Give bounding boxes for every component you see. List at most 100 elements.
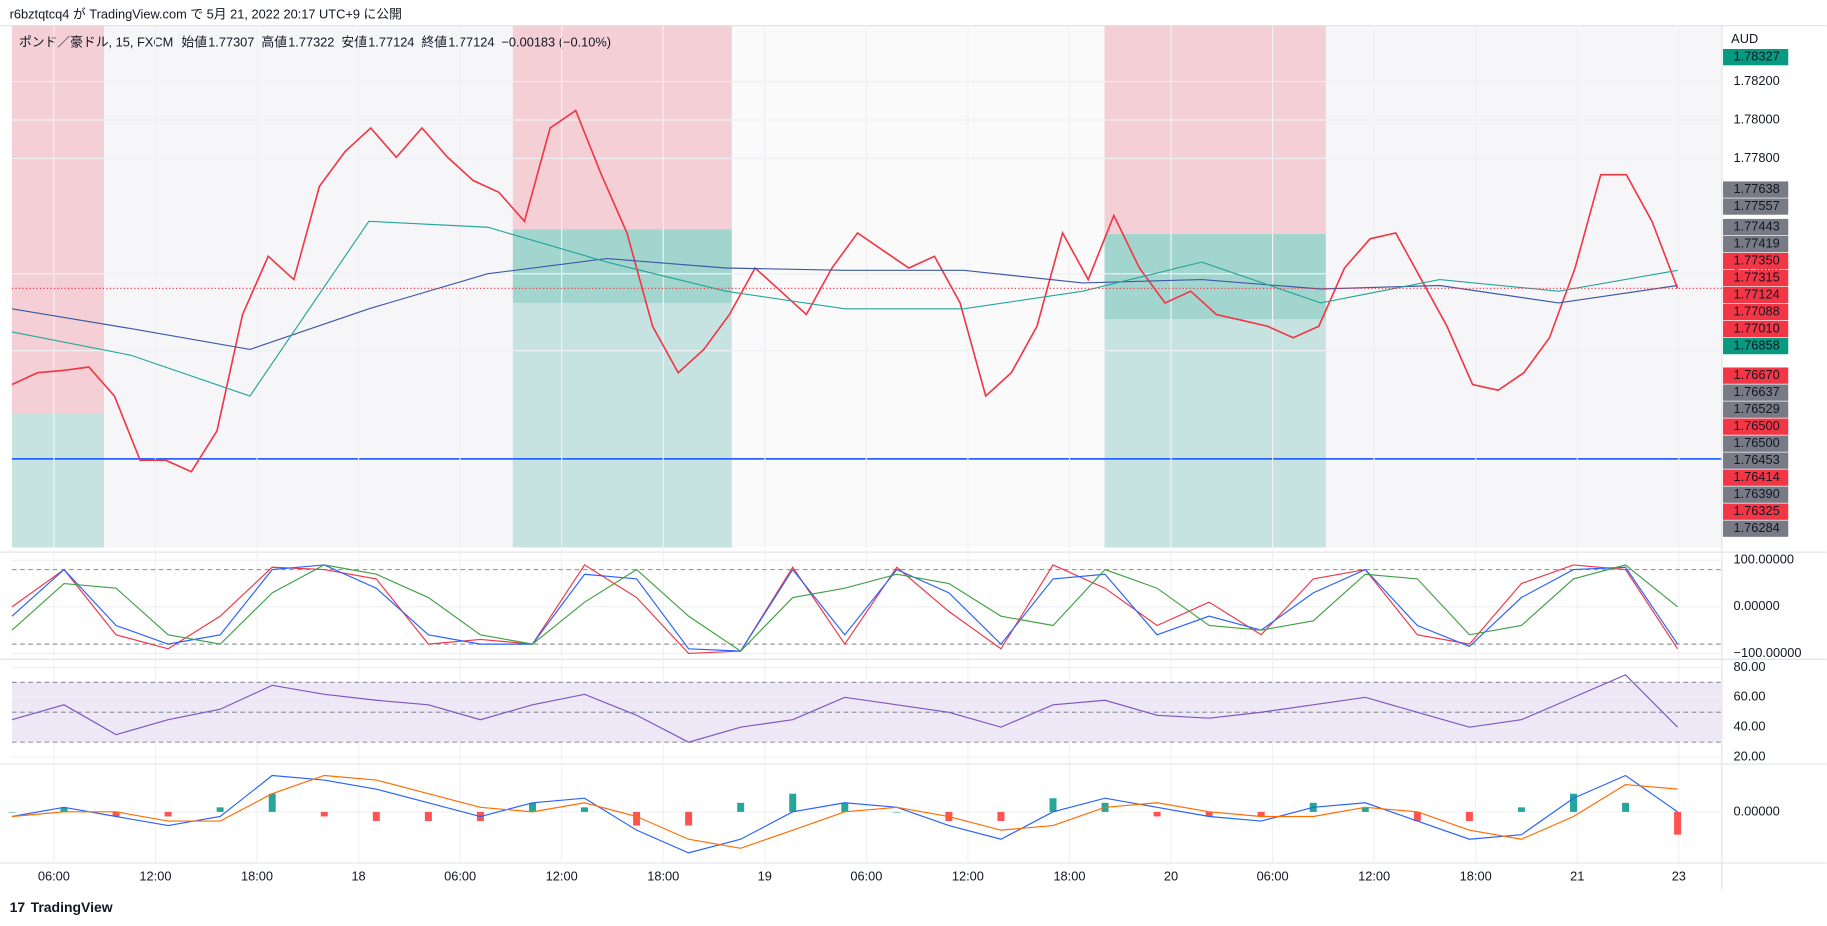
y-tick-label: 80.00 xyxy=(1734,659,1766,674)
series-line xyxy=(11,674,1679,743)
price-badge-label: 1.76325 xyxy=(1734,503,1780,518)
y-tick-label: 1.78000 xyxy=(1734,111,1780,126)
x-tick-label: 19 xyxy=(758,868,772,883)
x-tick-label: 06:00 xyxy=(1257,868,1289,883)
histogram-bar xyxy=(1622,802,1630,812)
stop-zone xyxy=(1104,25,1326,235)
y-tick-label: −100.00000 xyxy=(1734,645,1802,660)
series-line xyxy=(11,564,1678,652)
price-badge xyxy=(1723,418,1789,435)
target-zone xyxy=(11,413,104,548)
histogram-bar xyxy=(581,807,589,812)
session-bg xyxy=(731,25,1105,548)
histogram-bar xyxy=(737,802,745,812)
y-tick-label: 60.00 xyxy=(1734,689,1766,704)
histogram-bar xyxy=(112,811,120,817)
legend-text: −0.00183 (−0.10%) xyxy=(501,34,611,49)
histogram-bar xyxy=(424,811,432,822)
histogram-bar xyxy=(1205,811,1213,817)
histogram-bar xyxy=(8,811,16,813)
price-badge xyxy=(1723,452,1789,469)
price-badge-label: 1.76637 xyxy=(1734,384,1780,399)
x-tick-label: 18:00 xyxy=(647,868,679,883)
price-badge xyxy=(1723,303,1789,321)
histogram-bar xyxy=(893,811,901,813)
series-line xyxy=(11,774,1678,854)
target-zone xyxy=(512,302,732,548)
price-badge xyxy=(1723,435,1789,452)
price-badge-label: 1.76500 xyxy=(1734,418,1780,433)
price-badge-label: 1.78327 xyxy=(1734,49,1780,64)
band xyxy=(11,682,1722,743)
y-tick-label: 20.00 xyxy=(1734,748,1766,763)
x-tick-label: 18 xyxy=(351,868,365,883)
target-zone xyxy=(1104,234,1326,320)
price-badge xyxy=(1723,384,1789,401)
legend-text: 高値 xyxy=(261,34,287,49)
legend-text: 1.77322 xyxy=(288,34,334,49)
histogram-bar xyxy=(633,811,641,826)
y-tick-label: 1.77800 xyxy=(1734,150,1780,165)
histogram-bar xyxy=(1049,798,1057,812)
legend-text: 安値 xyxy=(341,34,367,49)
legend-text: 1.77307 xyxy=(208,34,254,49)
stop-zone xyxy=(11,25,104,414)
price-badge-label: 1.76453 xyxy=(1734,452,1780,467)
currency: AUD xyxy=(1731,31,1758,46)
histogram-bar xyxy=(789,793,797,812)
x-tick-label: 06:00 xyxy=(444,868,476,883)
histogram-bar xyxy=(1569,793,1577,812)
histogram-bar xyxy=(685,811,693,826)
price-badge-label: 1.77315 xyxy=(1734,269,1780,284)
price-badge xyxy=(1723,367,1789,384)
price-badge xyxy=(1723,401,1789,418)
y-tick-label: 100.00000 xyxy=(1734,552,1795,567)
histogram-bar xyxy=(216,807,224,812)
price-badge xyxy=(1723,286,1789,304)
brand-logo: 17 xyxy=(10,899,26,915)
price-badge-label: 1.77443 xyxy=(1734,218,1780,233)
price-badge xyxy=(1723,252,1789,270)
price-badge xyxy=(1723,337,1789,355)
price-badge xyxy=(1723,218,1789,236)
histogram-bar xyxy=(1257,811,1265,817)
stop-zone xyxy=(512,25,732,230)
x-tick-label: 12:00 xyxy=(952,868,984,883)
x-tick-label: 18:00 xyxy=(1460,868,1492,883)
price-badge-label: 1.77010 xyxy=(1734,320,1780,335)
price-badge xyxy=(1723,520,1789,537)
price-badge-label: 1.76670 xyxy=(1734,367,1780,382)
legend-text: ポンド／豪ドル, 15, FXCM xyxy=(19,34,173,49)
x-tick-label: 21 xyxy=(1570,868,1584,883)
histogram-bar xyxy=(528,802,536,812)
publisher: r6bztqtcq4 が TradingView.com で 5月 21, 20… xyxy=(10,7,402,22)
price-badge-label: 1.77088 xyxy=(1734,303,1780,318)
price-badge xyxy=(1723,181,1789,198)
price-badge-label: 1.76500 xyxy=(1734,435,1780,450)
legend-text: 1.77124 xyxy=(368,34,414,49)
series-line xyxy=(11,564,1679,655)
histogram-bar xyxy=(997,811,1005,822)
series-line xyxy=(11,774,1678,849)
price-badge-label: 1.76390 xyxy=(1734,486,1780,501)
price-badge xyxy=(1723,486,1789,503)
x-tick-label: 12:00 xyxy=(1358,868,1390,883)
x-tick-label: 12:00 xyxy=(546,868,578,883)
series-line xyxy=(11,564,1679,652)
series-line xyxy=(11,220,1678,397)
x-tick-label: 18:00 xyxy=(1053,868,1085,883)
x-tick-label: 12:00 xyxy=(139,868,171,883)
x-tick-label: 20 xyxy=(1164,868,1178,883)
price-badge-label: 1.76284 xyxy=(1734,520,1780,535)
legend-text: 1.77124 xyxy=(448,34,494,49)
price-badge xyxy=(1723,48,1789,66)
price-badge xyxy=(1723,320,1789,338)
histogram-bar xyxy=(1361,807,1369,812)
target-zone xyxy=(1104,319,1326,548)
price-badge xyxy=(1723,503,1789,520)
price-badge-label: 1.76858 xyxy=(1734,337,1780,352)
y-tick-label: 0.00000 xyxy=(1734,598,1780,613)
histogram-bar xyxy=(1153,811,1161,817)
